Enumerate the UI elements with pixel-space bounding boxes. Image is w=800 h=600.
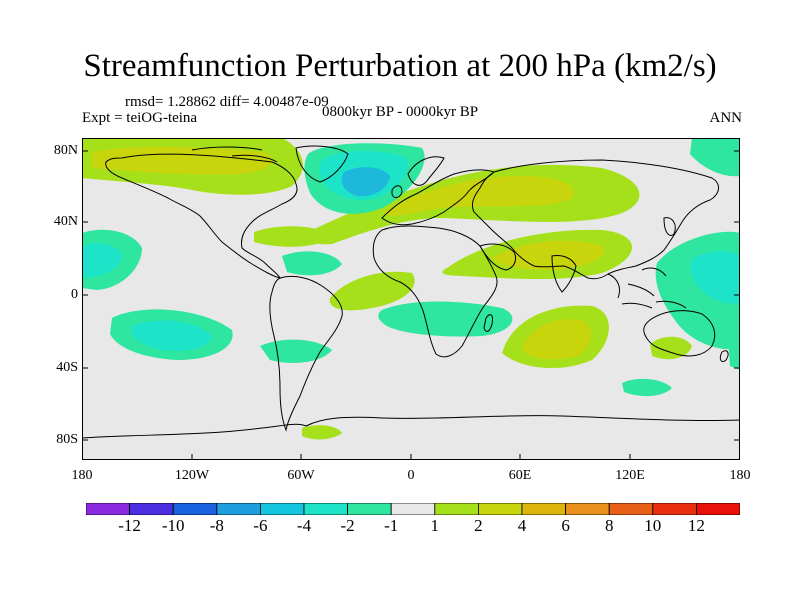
colorbar-cell — [259, 503, 305, 515]
lon-label-180e: 180 — [729, 468, 751, 483]
coast-madagascar — [483, 314, 493, 332]
coast-arabia — [479, 243, 517, 271]
field-south-pacific-core — [131, 320, 212, 351]
lon-label-180w: 180 — [71, 468, 93, 483]
lon-label-60e: 60E — [508, 468, 532, 483]
colorbar-cell — [652, 503, 697, 515]
coast-antarctica — [82, 415, 740, 439]
colorbar-cell — [86, 503, 130, 515]
colorbar-cell — [521, 503, 566, 515]
field-south-atlantic-negative — [378, 301, 513, 337]
colorbar-cell — [129, 503, 174, 515]
field-central-america-negative — [282, 251, 342, 276]
field-equatorial-atlantic-positive — [329, 271, 415, 311]
stats-text: rmsd= 1.28862 diff= 4.00487e-09 — [125, 94, 329, 110]
coast-indonesia — [621, 300, 687, 309]
field-indian-ocean-core — [522, 319, 592, 360]
colorbar-cell — [216, 503, 261, 515]
coast-scandinavia — [407, 156, 445, 186]
field-east-pacific-negative — [690, 138, 740, 177]
field-south-atlantic-positive — [302, 425, 342, 440]
field-north-america-core — [92, 146, 273, 175]
colorbar-cell — [347, 503, 392, 515]
field-eurasia-core — [382, 175, 574, 216]
coast-japan — [663, 217, 676, 236]
field-east-south-pacific-negative — [728, 333, 740, 370]
period-label: 0800kyr BP - 0000kyr BP — [322, 104, 479, 120]
field-southern-ocean-negative — [622, 378, 672, 397]
colorbar-cell — [608, 503, 654, 515]
coast-north-america — [105, 153, 298, 279]
colorbar-label: -10 — [161, 516, 185, 535]
lon-label-120e: 120E — [615, 468, 645, 483]
field-west-pacific-core — [690, 251, 740, 304]
colorbar-label: -2 — [340, 516, 355, 535]
colorbar-label: 10 — [644, 516, 662, 535]
lat-label-80s: 80S — [56, 432, 78, 447]
colorbar-label: 8 — [604, 516, 614, 535]
axis-ticks — [82, 150, 740, 460]
coast-arctic-islands — [191, 146, 278, 163]
colorbar-label: 1 — [430, 516, 440, 535]
colorbar-label: -4 — [296, 516, 312, 535]
chart-title: Streamfunction Perturbation at 200 hPa (… — [83, 48, 717, 84]
field-asia-core — [492, 240, 605, 270]
field-atlantic-positive — [254, 226, 332, 247]
coast-southeast-asia — [607, 267, 667, 299]
field-north-pacific-west-core — [82, 243, 122, 278]
experiment-label: Expt = teiOG-teina — [82, 110, 198, 126]
coast-australia — [643, 310, 716, 357]
colorbar-cell — [303, 503, 348, 515]
colorbar-label: 6 — [561, 516, 570, 535]
field-tasman-positive — [650, 336, 692, 360]
colorbar-cell — [696, 503, 740, 515]
coast-greenland — [295, 145, 349, 183]
colorbar-cell — [390, 503, 436, 515]
anomaly-fields — [82, 138, 740, 440]
lon-label-120w: 120W — [174, 468, 210, 483]
colorbar-label: -12 — [118, 516, 141, 535]
coast-europe — [381, 169, 495, 226]
coastlines — [82, 145, 740, 439]
colorbar-label: -1 — [384, 516, 399, 535]
coast-britain — [391, 185, 403, 199]
lat-label-0: 0 — [71, 287, 78, 302]
lat-label-40s: 40S — [56, 360, 78, 375]
coast-new-zealand — [719, 350, 729, 363]
colorbar-label: 2 — [474, 516, 483, 535]
coast-india — [551, 255, 577, 293]
colorbar-cell — [434, 503, 479, 515]
colorbar-cell — [565, 503, 610, 515]
season-label: ANN — [709, 110, 743, 126]
field-north-atlantic-core — [341, 167, 390, 197]
colorbar-cell — [477, 503, 523, 515]
coast-south-america — [269, 275, 343, 432]
colorbar-label: 4 — [517, 516, 527, 535]
colorbar-label: -6 — [253, 516, 268, 535]
lat-label-80n: 80N — [53, 143, 78, 158]
colorbar-label: -8 — [209, 516, 224, 535]
coast-asia — [471, 159, 719, 280]
colorbar-cell — [172, 503, 218, 515]
lat-label-40n: 40N — [53, 214, 78, 229]
lon-label-60w: 60W — [287, 468, 315, 483]
colorbar-label: 12 — [687, 516, 705, 535]
lon-label-0: 0 — [407, 468, 415, 483]
colorbar — [86, 503, 740, 515]
coast-africa — [372, 225, 498, 358]
world-map — [82, 138, 740, 460]
